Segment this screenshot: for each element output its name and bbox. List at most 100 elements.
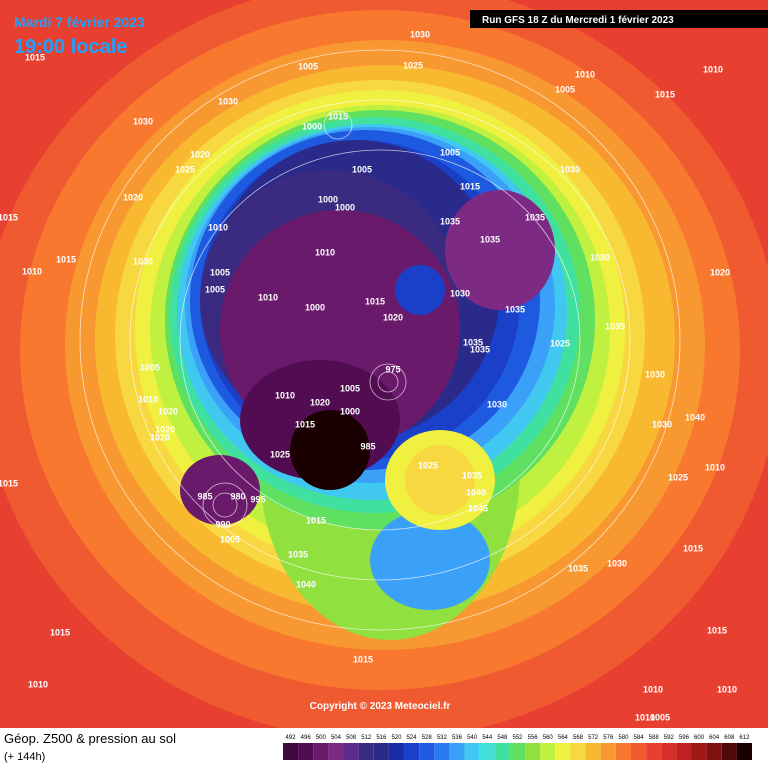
isobar-label: 1010 — [717, 684, 737, 694]
scale-cell — [298, 743, 314, 760]
isobar-label: 1005 — [298, 61, 318, 71]
scale-label: 516 — [376, 735, 387, 741]
scale-label: 500 — [316, 735, 327, 741]
run-box — [470, 10, 768, 28]
isobar-label: 1035 — [440, 216, 460, 226]
isobar-label: 1020 — [310, 397, 330, 407]
scale-label: 588 — [649, 735, 660, 741]
scale-label: 504 — [331, 735, 342, 741]
isobar-label: 1035 — [470, 344, 490, 354]
scale-cell — [358, 743, 374, 760]
isobar-label: 1030 — [450, 288, 470, 298]
footer-title: Géop. Z500 & pression au sol — [4, 731, 176, 746]
isobar-label: 1020 — [383, 312, 403, 322]
scale-label: 540 — [467, 735, 478, 741]
scale-cell — [494, 743, 510, 760]
isobar-label: 1020 — [123, 192, 143, 202]
isobar-label: 985 — [197, 491, 212, 501]
scale-cell — [404, 743, 420, 760]
scale-label: 512 — [361, 735, 372, 741]
isobar-label: 1030 — [410, 29, 430, 39]
scale-cell — [555, 743, 571, 760]
isobar-label: 1010 — [28, 679, 48, 689]
isobar-label: 1030 — [133, 256, 153, 266]
isobar-label: 980 — [230, 491, 245, 501]
isobar-label: 1030 — [652, 419, 672, 429]
scale-label: 568 — [573, 735, 584, 741]
isobar-label: 1035 — [462, 470, 482, 480]
isobar-label: 1005 — [340, 383, 360, 393]
isobar-label: 1015 — [25, 52, 45, 62]
color-scale: 492 496 500 504 508 512 516 520 524 528 532 536 540 5… — [283, 735, 752, 760]
scale-cell — [313, 743, 329, 760]
isobar-label: 1015 — [460, 181, 480, 191]
scale-label: 612 — [739, 735, 750, 741]
isobar-label: 1005 — [352, 164, 372, 174]
isobar-label: 1010 — [705, 462, 725, 472]
scale-cell — [525, 743, 541, 760]
scale-label: 524 — [407, 735, 418, 741]
isobar-label: 1025 — [270, 449, 290, 459]
isobar-label: 1020 — [155, 424, 175, 434]
isobar-label: 1000 — [302, 121, 322, 131]
isobar-label: 1005 — [140, 362, 160, 372]
isobar-label: 1025 — [668, 472, 688, 482]
isobar-label: 1015 — [365, 296, 385, 306]
scale-label: 592 — [664, 735, 675, 741]
isobar-label: 1010 — [258, 292, 278, 302]
scale-label: 600 — [694, 735, 705, 741]
scale-cell — [509, 743, 526, 760]
scale-cell — [479, 743, 495, 760]
isobar-label: 1015 — [0, 478, 18, 488]
isobar-label: 1020 — [710, 267, 730, 277]
scale-cell — [570, 743, 586, 760]
scale-cell — [373, 743, 389, 760]
scale-label: 548 — [497, 735, 508, 741]
scale-cell — [706, 743, 722, 760]
scale-label: 580 — [618, 735, 629, 741]
scale-cell — [388, 743, 405, 760]
scale-cell — [283, 743, 299, 760]
scale-label: 552 — [512, 735, 523, 741]
isobar-label: 1025 — [175, 164, 195, 174]
isobar-label: 1010 — [315, 247, 335, 257]
isobar-label: 1020 — [150, 432, 170, 442]
isobar-label: 1040 — [685, 412, 705, 422]
isobar-label: 975 — [385, 364, 400, 374]
scale-label: 520 — [391, 735, 402, 741]
isobar-label: 1035 — [463, 337, 483, 347]
isobar-label: 1030 — [645, 369, 665, 379]
isobar-label: 1040 — [296, 579, 316, 589]
field-background — [0, 0, 768, 740]
isobar-label: 1010 — [138, 394, 158, 404]
isobar-label: 1020 — [190, 149, 210, 159]
isobar-label: 1025 — [418, 460, 438, 470]
isobar-label: 1015 — [683, 543, 703, 553]
isobar-label: 1010 — [643, 684, 663, 694]
scale-cell — [691, 743, 707, 760]
isobar-label: 1010 — [22, 266, 42, 276]
isobar-label: 1010 — [703, 64, 723, 74]
isobar-label: 1035 — [568, 563, 588, 573]
isobar-label: 1000 — [318, 194, 338, 204]
scale-cell — [600, 743, 616, 760]
isobar-label: 1035 — [288, 549, 308, 559]
isobar-label: 1040 — [466, 487, 486, 497]
isobar-label: 1015 — [328, 111, 348, 121]
isobar-label: 1015 — [50, 627, 70, 637]
isobar-label: 1035 — [480, 234, 500, 244]
isobar-label: 1010 — [208, 222, 228, 232]
isobar-label: 1035 — [505, 304, 525, 314]
isobar-label: 1035 — [605, 321, 625, 331]
isobar-label: 985 — [360, 441, 375, 451]
isobar-label: 1015 — [56, 254, 76, 264]
scale-cell — [419, 743, 435, 760]
scale-cell — [646, 743, 662, 760]
scale-label: 596 — [679, 735, 690, 741]
isobar-label: 1010 — [275, 390, 295, 400]
isobar-label: 1025 — [403, 60, 423, 70]
scale-label: 532 — [437, 735, 448, 741]
scale-label: 564 — [558, 735, 569, 741]
isobar-label: 1035 — [525, 212, 545, 222]
scale-cell — [328, 743, 344, 760]
